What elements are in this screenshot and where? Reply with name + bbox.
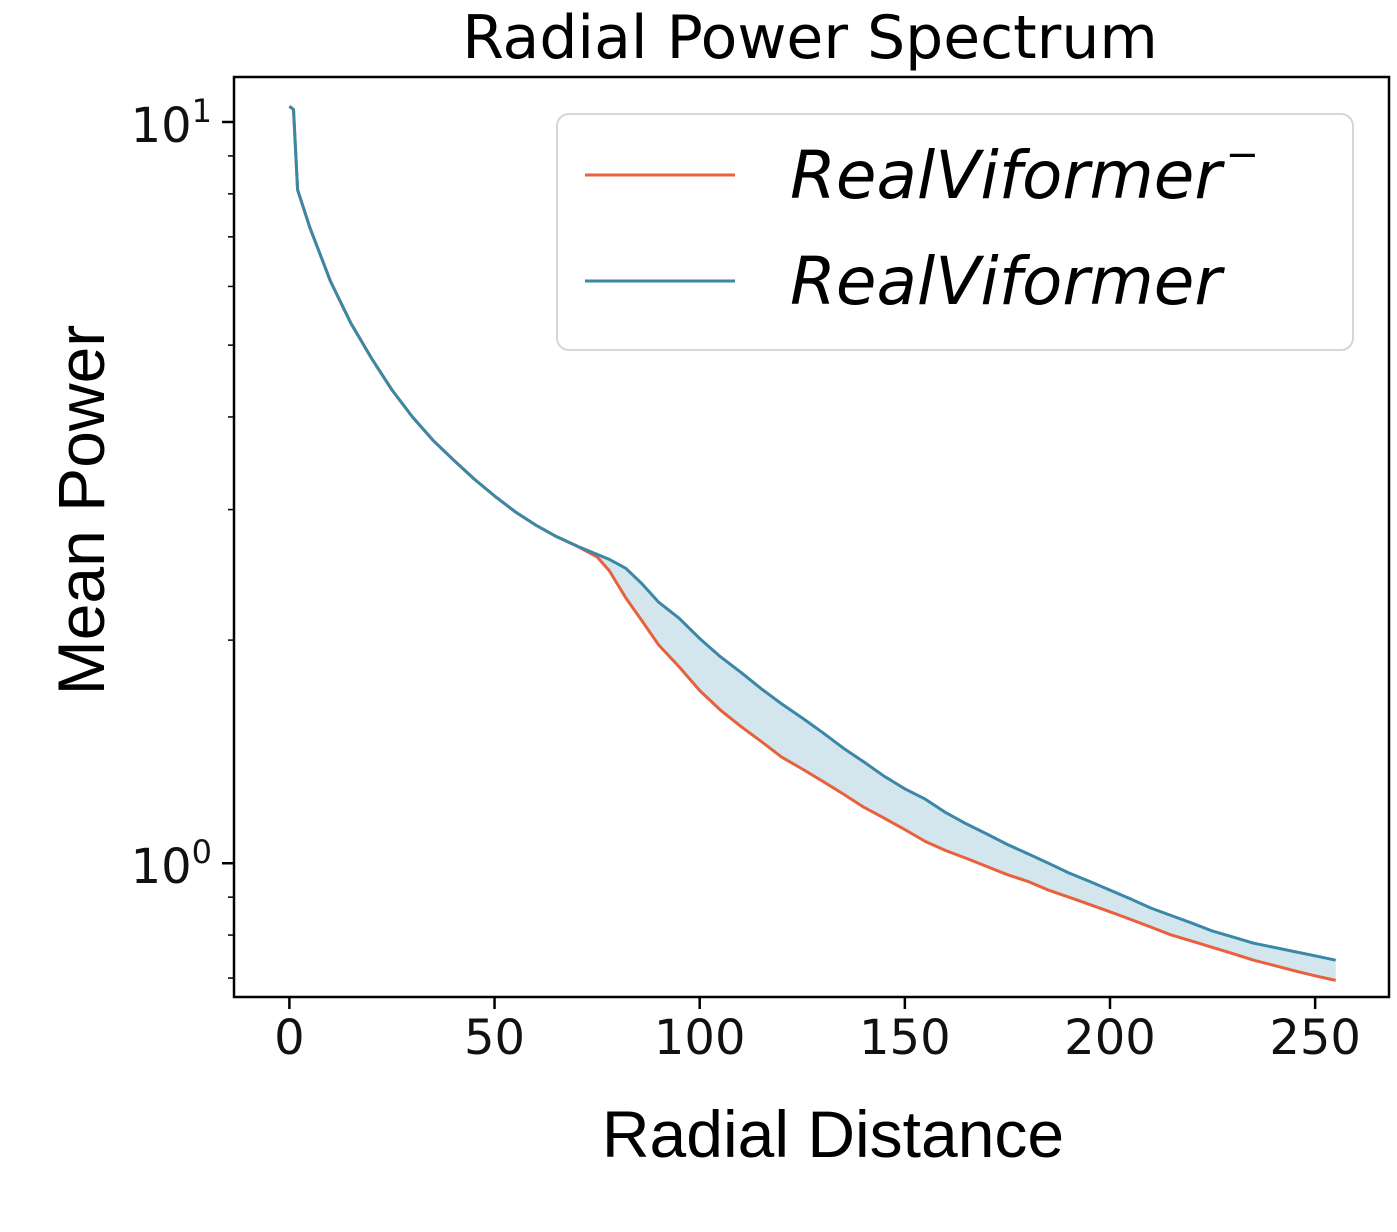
x-tick-label: 100 [654, 1010, 746, 1066]
y-axis-label: Mean Power [44, 325, 118, 696]
x-axis-ticks: 0 50 100 150 200 250 [274, 997, 1361, 1066]
x-axis-label: Radial Distance [602, 1097, 1064, 1171]
chart-title: Radial Power Spectrum [462, 3, 1158, 73]
series-layer [288, 105, 1337, 982]
x-tick-label: 50 [464, 1010, 525, 1066]
legend-label-realviformer-minus: RealViformer − [790, 132, 1259, 214]
legend-label-realviformer: RealViformer [790, 243, 1225, 320]
legend-box [556, 113, 1354, 351]
y-tick-label: 101 [131, 92, 212, 154]
x-tick-label: 0 [274, 1010, 305, 1066]
x-tick-label: 150 [859, 1010, 951, 1066]
y-tick-label: 100 [131, 833, 212, 895]
plot-frame [232, 75, 1391, 999]
legend: RealViformer − RealViformer [556, 113, 1354, 351]
series-line-realviformer [288, 105, 1337, 962]
y-axis-ticks: 101 100 [131, 92, 234, 979]
x-tick-label: 200 [1064, 1010, 1156, 1066]
x-tick-label: 250 [1269, 1010, 1361, 1066]
